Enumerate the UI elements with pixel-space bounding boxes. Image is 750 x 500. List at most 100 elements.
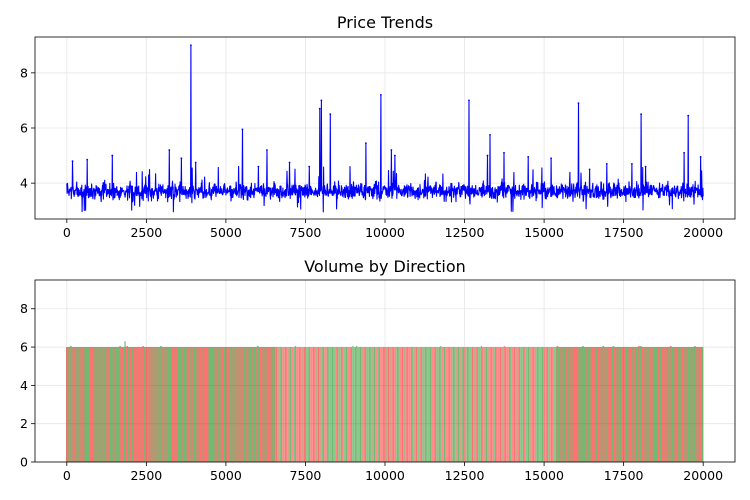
volume-bar	[298, 347, 300, 462]
price-spike-point	[640, 113, 643, 116]
volume-bar	[393, 347, 395, 462]
price-spike-point	[605, 162, 608, 165]
price-spike-point	[393, 154, 396, 157]
volume-bar	[334, 347, 336, 462]
volume-bar	[442, 347, 444, 462]
volume-bar	[544, 347, 546, 462]
volume-bar	[533, 347, 535, 462]
volume-bar	[337, 347, 339, 462]
volume-bar	[413, 347, 415, 462]
volume-bar	[547, 347, 549, 462]
volume-bar	[519, 347, 521, 462]
price-spike-point	[683, 151, 685, 154]
axes-frame	[34, 36, 736, 220]
volume-bar	[520, 347, 522, 462]
volume-bar	[491, 347, 493, 462]
volume-bar	[496, 347, 498, 462]
volume-bar	[347, 347, 349, 462]
volume-bar	[447, 347, 449, 462]
volume-bar	[381, 347, 383, 462]
volume-bar	[527, 347, 530, 462]
chart-title: Price Trends	[337, 13, 433, 32]
volume-bar	[286, 347, 288, 462]
volume-bar	[404, 347, 406, 462]
volume-bar	[540, 347, 542, 462]
price-spike-point	[577, 102, 580, 105]
volume-bar	[385, 347, 387, 462]
price-spike-point	[288, 161, 291, 164]
volume-bar	[445, 347, 447, 462]
volume-bar	[536, 347, 538, 462]
price-spike-point	[190, 44, 192, 47]
volume-bar	[352, 346, 354, 462]
price-spike-point	[308, 165, 311, 168]
volume-bar	[429, 347, 432, 462]
volume-bar	[400, 347, 402, 462]
volume-bar	[363, 347, 365, 462]
price-series-line	[66, 44, 704, 213]
volume-bar	[328, 347, 330, 462]
price-spike-point	[241, 128, 244, 131]
volume-bar	[529, 347, 531, 462]
x-tick-label: 0	[63, 468, 71, 483]
x-tick-label: 17500	[604, 468, 644, 483]
x-tick-label: 15000	[524, 468, 564, 483]
price-spike-point	[180, 157, 183, 160]
price-spike-point	[365, 142, 367, 145]
x-tick-label: 17500	[604, 225, 644, 240]
volume-bar	[478, 347, 480, 462]
volume-bar	[513, 347, 516, 462]
volume-bar	[390, 347, 392, 462]
volume-bar	[372, 347, 374, 462]
volume-bar	[501, 347, 503, 462]
volume-bar	[303, 347, 306, 462]
volume-bar	[469, 347, 471, 462]
volume-bar	[295, 346, 297, 462]
volume-bar	[289, 347, 292, 462]
volume-bar	[488, 347, 490, 462]
volume-bar	[373, 347, 376, 462]
volume-bar	[479, 347, 481, 462]
volume-bar	[362, 347, 364, 462]
volume-bar	[474, 347, 476, 462]
price-spike-point	[318, 107, 321, 110]
volume-bar	[459, 347, 461, 462]
x-tick-label: 12500	[445, 468, 485, 483]
volume-bar	[398, 347, 400, 462]
volume-bar	[466, 347, 468, 462]
y-tick-label: 6	[20, 340, 28, 355]
x-tick-label: 7500	[290, 225, 322, 240]
volume-bar	[351, 347, 353, 462]
volume-bar	[482, 347, 484, 462]
y-tick-label: 4	[20, 378, 28, 393]
volume-bar	[275, 347, 278, 462]
volume-bar	[498, 347, 500, 462]
volume-bar	[541, 347, 544, 462]
volume-bar	[441, 347, 443, 462]
volume-bar	[492, 347, 494, 462]
volume-bar	[419, 347, 421, 462]
volume-bar	[331, 347, 334, 462]
price-spike-point	[320, 99, 323, 102]
volume-bar	[316, 347, 318, 462]
volume-bar	[335, 347, 337, 462]
price-spike-point	[257, 165, 260, 168]
volume-bar	[370, 347, 372, 462]
volume-bar	[503, 346, 505, 462]
y-tick-label: 2	[20, 416, 28, 431]
volume-bar	[358, 347, 360, 462]
volume-bar	[405, 347, 407, 462]
volume-bar	[473, 347, 475, 462]
volume-bar	[435, 347, 437, 462]
volume-bar	[382, 347, 384, 462]
volume-bar	[330, 347, 332, 462]
volume-bar	[278, 347, 280, 462]
volume-bar	[426, 347, 428, 462]
volume-bar-outlier	[124, 341, 126, 462]
volume-bar	[312, 347, 314, 462]
volume-bar	[365, 347, 367, 462]
volume-bar	[468, 347, 470, 462]
volume-bar	[333, 347, 335, 462]
volume-bar	[483, 347, 485, 462]
volume-bar	[324, 347, 326, 462]
